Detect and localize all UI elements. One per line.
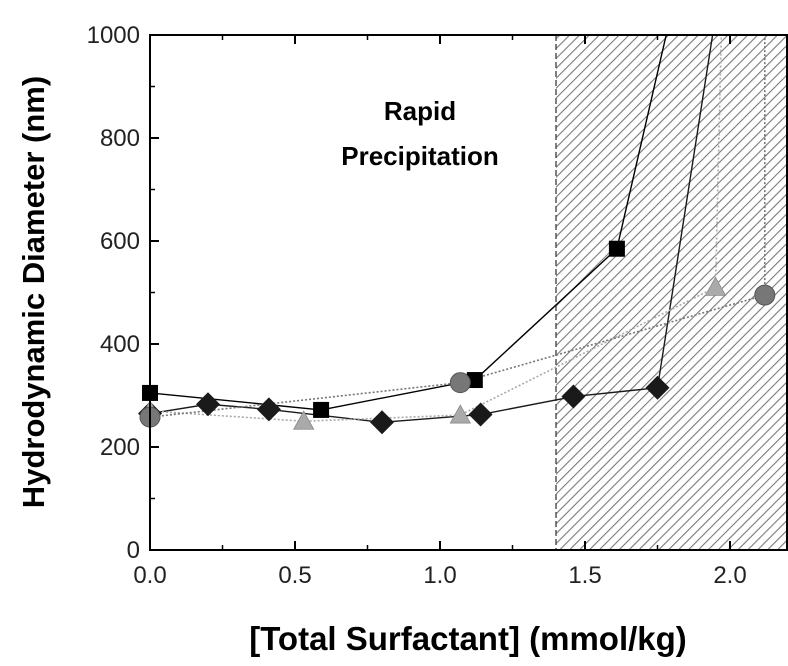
y-tick-label-0: 0 (127, 537, 140, 564)
y-tick-label-4: 800 (100, 125, 140, 152)
axes: 0.0 0.5 1.0 1.5 2.0 0 200 400 600 800 1000 (87, 22, 788, 589)
y-tick-label-2: 400 (100, 331, 140, 358)
annotation-rapid: Rapid (384, 96, 456, 126)
series-diamond-point-4 (468, 402, 493, 427)
marker-layer (138, 240, 776, 435)
series-circle-line (150, 35, 766, 418)
series-triangle-point-3 (704, 276, 727, 296)
y-tick-label-5: 1000 (87, 22, 140, 49)
y-tick-label-3: 600 (100, 228, 140, 255)
x-tick-label-3: 1.5 (568, 562, 601, 589)
x-axis-title: [Total Surfactant] (mmol/kg) (249, 620, 687, 657)
series-triangle-line (150, 35, 723, 423)
series-diamond-point-3 (370, 410, 394, 435)
series-square-point-3 (608, 240, 625, 257)
y-tick-label-1: 200 (100, 434, 140, 461)
series-square-point-1 (313, 401, 330, 418)
y-axis-title: Hydrodynamic Diameter (nm) (16, 76, 51, 508)
x-tick-label-1: 0.5 (278, 562, 311, 589)
x-tick-label-4: 2.0 (713, 562, 746, 589)
x-tick-label-2: 1.0 (423, 562, 456, 589)
series-circle-point-1 (449, 372, 471, 394)
series-circle-point-2 (754, 284, 776, 306)
series-diamond-point-6 (645, 375, 670, 400)
series-triangle-point-1 (293, 410, 315, 430)
x-tick-label-0: 0.0 (133, 562, 166, 589)
series-diamond-point-1 (196, 392, 220, 417)
series-diamond-point-2 (256, 397, 281, 422)
series-triangle-point-2 (449, 404, 471, 424)
annotation-precipitation: Precipitation (341, 141, 498, 171)
series-diamond-point-5 (561, 384, 586, 409)
series-square-point-2 (466, 372, 483, 389)
